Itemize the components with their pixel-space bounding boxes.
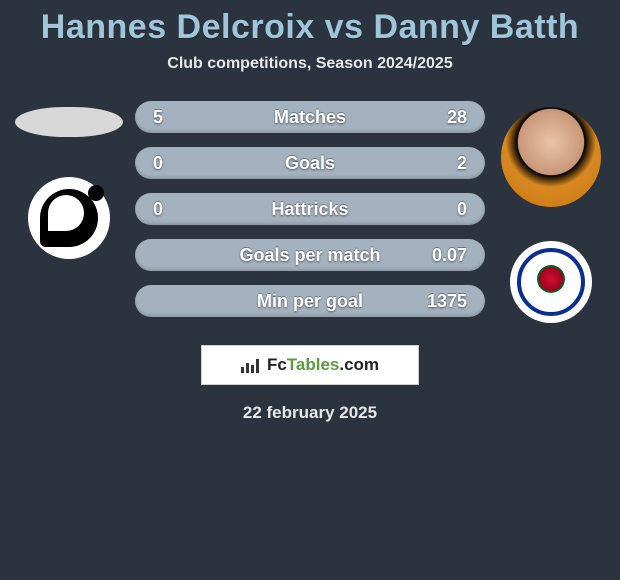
stats-list: 5 Matches 28 0 Goals 2 0 Hattricks 0 Goa…	[135, 101, 485, 317]
stat-label: Hattricks	[271, 199, 348, 220]
right-column	[497, 101, 605, 323]
stat-label: Goals	[285, 153, 335, 174]
player-photo-left	[15, 107, 123, 137]
page-title: Hannes Delcroix vs Danny Batth	[0, 8, 620, 47]
stat-right-value: 0.07	[427, 245, 467, 266]
stat-left-value: 0	[153, 153, 193, 174]
stat-right-value: 1375	[427, 291, 467, 312]
stat-row: Min per goal 1375	[135, 285, 485, 317]
stat-right-value: 0	[427, 199, 467, 220]
source-logo[interactable]: FcTables.com	[201, 345, 419, 385]
stat-left-value: 5	[153, 107, 193, 128]
brand-left: Fc	[267, 355, 287, 374]
stat-row: 0 Goals 2	[135, 147, 485, 179]
blackburn-badge-icon	[517, 248, 585, 316]
comparison-grid: 5 Matches 28 0 Goals 2 0 Hattricks 0 Goa…	[0, 101, 620, 323]
player-photo-right	[501, 107, 601, 207]
stat-right-value: 2	[427, 153, 467, 174]
stat-label: Matches	[274, 107, 346, 128]
stat-row: 0 Hattricks 0	[135, 193, 485, 225]
club-logo-left	[28, 177, 110, 259]
left-column	[15, 101, 123, 259]
subtitle: Club competitions, Season 2024/2025	[0, 55, 620, 73]
brand-suffix: .com	[339, 355, 379, 374]
chart-icon	[241, 357, 261, 373]
swan-icon	[40, 189, 98, 247]
stat-left-value: 0	[153, 199, 193, 220]
stat-label: Min per goal	[257, 291, 363, 312]
stat-row: Goals per match 0.07	[135, 239, 485, 271]
stat-row: 5 Matches 28	[135, 101, 485, 133]
club-logo-right	[510, 241, 592, 323]
source-logo-text: FcTables.com	[267, 355, 379, 375]
rose-icon	[537, 265, 565, 293]
date-label: 22 february 2025	[0, 403, 620, 423]
stat-right-value: 28	[427, 107, 467, 128]
stat-label: Goals per match	[239, 245, 380, 266]
comparison-card: Hannes Delcroix vs Danny Batth Club comp…	[0, 0, 620, 423]
brand-right: Tables	[287, 355, 340, 374]
